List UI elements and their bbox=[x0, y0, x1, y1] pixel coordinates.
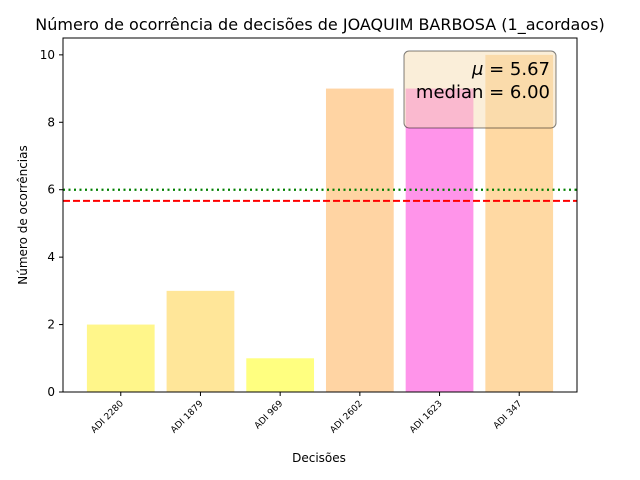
bar-adi-2280 bbox=[86, 324, 155, 392]
bar-adi-969 bbox=[246, 358, 315, 392]
median-label: median bbox=[416, 82, 483, 103]
x-axis: ADI 2280 ADI 1879 ADI 969 ADI 2602 ADI 1623 A… bbox=[89, 392, 524, 435]
y-axis: 0 2 4 6 8 10 bbox=[40, 48, 63, 399]
x-axis-label: Decisões bbox=[292, 451, 346, 465]
mean-symbol: μ bbox=[471, 59, 483, 80]
median-text: median = 6.00 bbox=[416, 82, 550, 103]
bar-adi-2602 bbox=[325, 88, 394, 393]
x-tick-label: ADI 2602 bbox=[329, 399, 365, 435]
median-value: 6.00 bbox=[510, 82, 550, 103]
stats-box: μ = 5.67 median = 6.00 bbox=[403, 50, 557, 129]
plot-frame bbox=[62, 37, 578, 393]
x-tick-label: ADI 347 bbox=[492, 399, 524, 431]
y-tick-label: 10 bbox=[40, 48, 55, 62]
y-tick-label: 6 bbox=[47, 183, 55, 197]
bar-adi-1623 bbox=[405, 88, 474, 393]
reference-lines bbox=[63, 188, 577, 202]
y-tick-label: 0 bbox=[47, 385, 55, 399]
y-tick-label: 4 bbox=[47, 250, 55, 264]
bar-adi-1879 bbox=[166, 290, 235, 392]
y-tick-label: 2 bbox=[47, 318, 55, 332]
y-axis-label: Número de ocorrências bbox=[16, 145, 30, 285]
y-tick-label: 8 bbox=[47, 115, 55, 129]
bars-group bbox=[86, 54, 554, 393]
stats-box-background bbox=[403, 50, 557, 129]
mean-text: μ = 5.67 bbox=[471, 59, 550, 80]
x-tick-label: ADI 1623 bbox=[408, 399, 444, 435]
chart-title: Número de ocorrência de decisões de JOAQ… bbox=[35, 15, 604, 35]
x-tick-label: ADI 2280 bbox=[89, 399, 126, 436]
x-tick-label: ADI 1879 bbox=[169, 399, 206, 436]
mean-value: 5.67 bbox=[510, 59, 550, 80]
x-tick-label: ADI 969 bbox=[253, 399, 286, 432]
